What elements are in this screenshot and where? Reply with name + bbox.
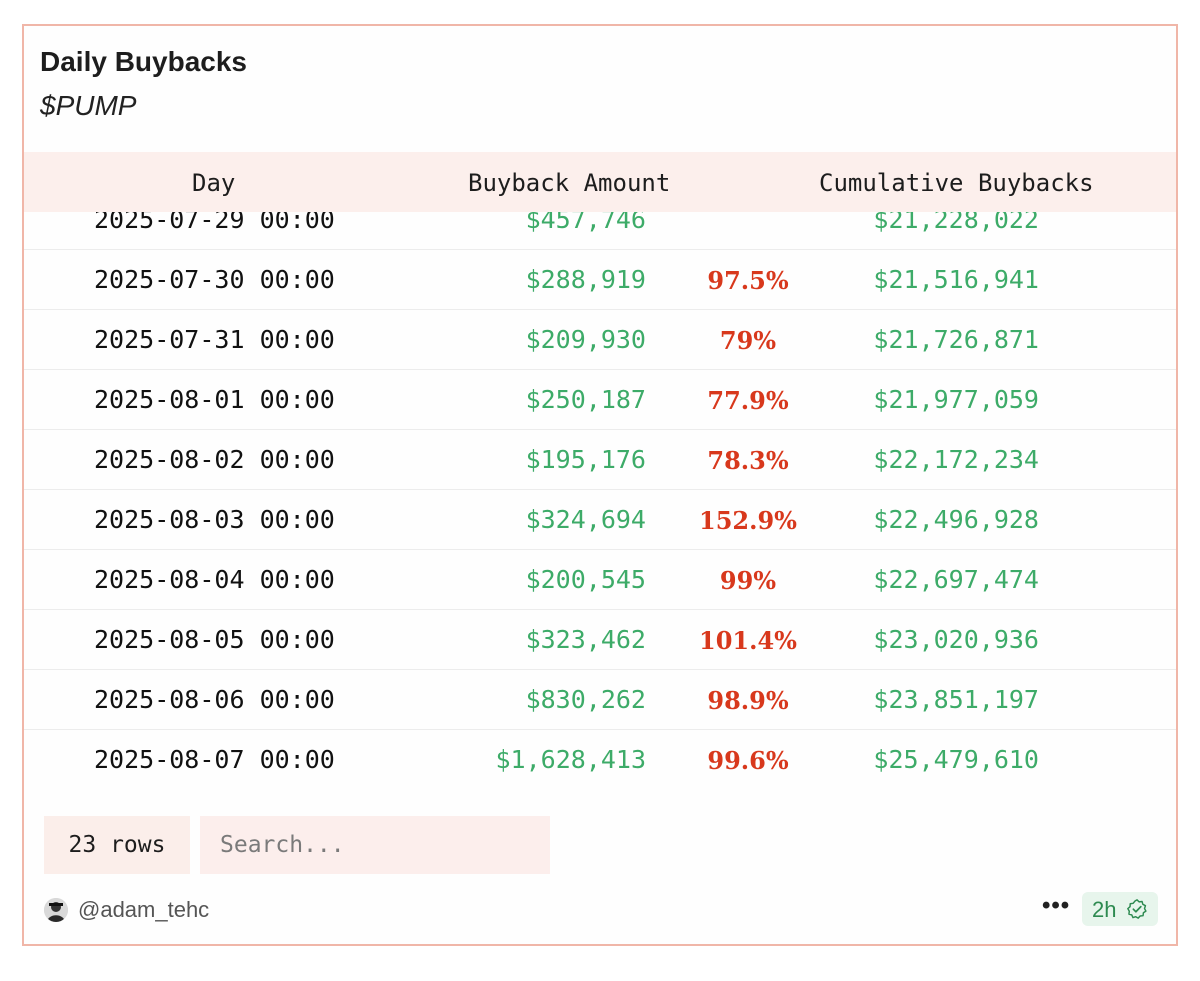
cell-cumulative: $22,496,928 [873, 505, 1039, 534]
table-row[interactable]: 2025-08-01 00:00 $250,187 77.9% $21,977,059 [24, 370, 1176, 430]
cell-percent: 99.6% [707, 746, 789, 775]
cell-buyback-amount: $324,694 [525, 505, 646, 534]
cell-day: 2025-07-31 00:00 [94, 325, 335, 354]
avatar[interactable] [44, 898, 68, 922]
table-row[interactable]: 2025-08-07 00:00 $1,628,413 99.6% $25,479,6… [24, 730, 1176, 784]
table-row[interactable]: 2025-08-02 00:00 $195,176 78.3% $22,172,234 [24, 430, 1176, 490]
cell-day: 2025-08-04 00:00 [94, 565, 335, 594]
table-header: Day Buyback Amount Cumulative Buybacks [24, 152, 1176, 212]
column-header-cumulative-buybacks[interactable]: Cumulative Buybacks [819, 169, 1094, 197]
cell-buyback-amount: $200,545 [525, 565, 646, 594]
cell-buyback-amount: $209,930 [525, 325, 646, 354]
column-header-day[interactable]: Day [192, 169, 236, 197]
table-row[interactable]: 2025-07-30 00:00 $288,919 97.5% $21,516,941 [24, 250, 1176, 310]
table-row[interactable]: 2025-08-03 00:00 $324,694 152.9% $22,496,92… [24, 490, 1176, 550]
cell-cumulative: $21,516,941 [873, 265, 1039, 294]
cell-cumulative: $22,697,474 [873, 565, 1039, 594]
cell-day: 2025-08-06 00:00 [94, 685, 335, 714]
widget-subtitle: $PUMP [40, 90, 137, 121]
cell-day: 2025-08-03 00:00 [94, 505, 335, 534]
row-count: 23 rows [44, 816, 190, 874]
table-row[interactable]: 2025-08-04 00:00 $200,545 99% $22,697,474 [24, 550, 1176, 610]
cell-cumulative: $21,977,059 [873, 385, 1039, 414]
cell-buyback-amount: $323,462 [525, 625, 646, 654]
timestamp: 2h [1092, 897, 1117, 922]
cell-cumulative: $25,479,610 [873, 745, 1039, 774]
cell-percent: 78.3% [707, 446, 789, 475]
table-row[interactable]: 2025-07-31 00:00 $209,930 79% $21,726,871 [24, 310, 1176, 370]
cell-cumulative: $23,020,936 [873, 625, 1039, 654]
cell-buyback-amount: $830,262 [525, 685, 646, 714]
table-row[interactable]: 2025-08-05 00:00 $323,462 101.4% $23,020,93… [24, 610, 1176, 670]
time-badge: 2h [1082, 892, 1158, 926]
cell-cumulative: $23,851,197 [873, 685, 1039, 714]
more-icon[interactable]: ••• [1042, 892, 1071, 919]
data-table[interactable]: 2025-07-29 00:00 $457,746 $21,228,022 2025-… [24, 152, 1176, 784]
cell-day: 2025-08-01 00:00 [94, 385, 335, 414]
cell-cumulative: $21,726,871 [873, 325, 1039, 354]
cell-buyback-amount: $195,176 [525, 445, 646, 474]
cell-percent: 99% [719, 566, 777, 595]
cell-percent: 77.9% [707, 386, 789, 415]
cell-buyback-amount: $250,187 [525, 385, 646, 414]
column-header-buyback-amount[interactable]: Buyback Amount [468, 169, 671, 197]
cell-buyback-amount: $1,628,413 [495, 745, 646, 774]
avatar-icon [44, 898, 68, 922]
cell-percent: 97.5% [707, 266, 789, 295]
cell-percent: 101.4% [699, 626, 797, 655]
footer: @adam_tehc ••• 2h [24, 888, 1176, 932]
cell-buyback-amount: $288,919 [525, 265, 646, 294]
cell-day: 2025-08-07 00:00 [94, 745, 335, 774]
table-row[interactable]: 2025-08-06 00:00 $830,262 98.9% $23,851,197 [24, 670, 1176, 730]
cell-cumulative: $22,172,234 [873, 445, 1039, 474]
widget-card: Daily Buybacks $PUMP 2025-07-29 00:00 $45… [22, 24, 1178, 946]
cell-percent: 98.9% [707, 686, 789, 715]
cell-day: 2025-08-02 00:00 [94, 445, 335, 474]
cell-day: 2025-08-05 00:00 [94, 625, 335, 654]
widget-title: Daily Buybacks [40, 46, 247, 77]
cell-day: 2025-07-30 00:00 [94, 265, 335, 294]
verified-check-icon [1127, 899, 1147, 919]
username-link[interactable]: @adam_tehc [78, 897, 210, 922]
cell-percent: 152.9% [699, 506, 797, 535]
cell-percent: 79% [719, 326, 777, 355]
search-input[interactable] [200, 816, 550, 874]
